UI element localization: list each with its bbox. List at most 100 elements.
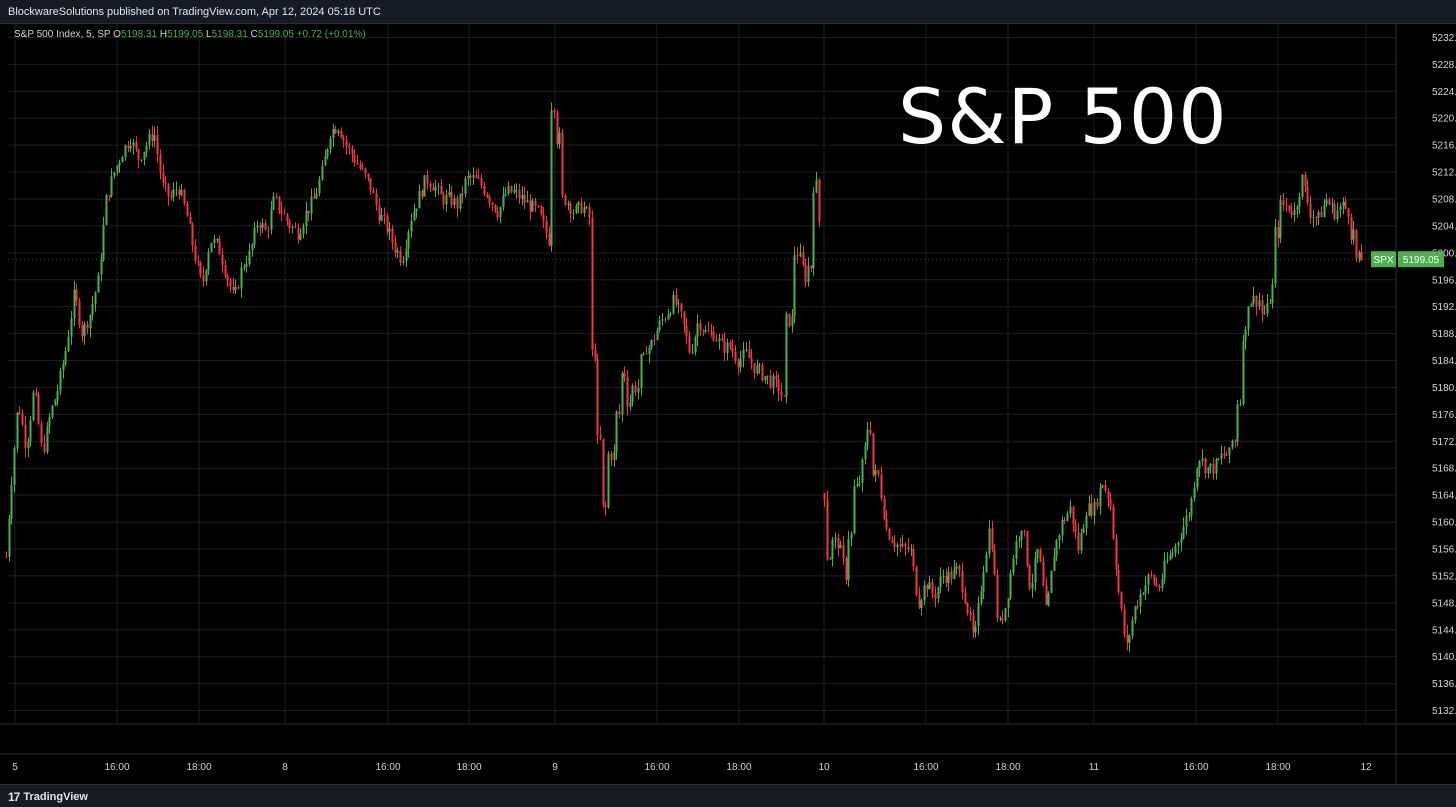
- x-tick-label: 8: [282, 762, 288, 773]
- candle-body: [310, 196, 313, 214]
- candle-body: [1236, 404, 1239, 442]
- x-tick-label: 18:00: [186, 762, 211, 773]
- candle-body: [864, 445, 867, 460]
- candle-body: [402, 261, 405, 263]
- candle-body: [1271, 283, 1274, 303]
- candle-body: [218, 239, 221, 255]
- candle-body: [253, 227, 256, 245]
- candle-body: [127, 145, 130, 149]
- candle-body: [407, 231, 410, 249]
- candle-body: [13, 448, 16, 485]
- candle-body: [869, 429, 872, 434]
- candle-body: [1215, 459, 1218, 474]
- candle-body: [396, 250, 399, 253]
- candle-body: [783, 395, 786, 397]
- x-tick-label: 16:00: [644, 762, 669, 773]
- legend-low: 5198.31: [211, 29, 248, 40]
- candle-body: [748, 349, 751, 358]
- candle-body: [48, 416, 51, 427]
- candle-body: [1080, 532, 1083, 551]
- candle-body: [1342, 201, 1345, 207]
- y-tick-label: 5232.00: [1432, 33, 1456, 44]
- candle-body: [945, 576, 948, 584]
- candle-body: [812, 192, 815, 269]
- candle-body: [129, 146, 132, 149]
- y-tick-label: 5176.00: [1432, 410, 1456, 421]
- candle-body: [197, 261, 200, 263]
- candle-body: [199, 262, 202, 275]
- candle-body: [1228, 447, 1231, 456]
- y-tick-label: 5208.00: [1432, 195, 1456, 206]
- candle-body: [1031, 582, 1034, 589]
- candle-body: [410, 220, 413, 232]
- candle-body: [1158, 586, 1161, 589]
- candle-body: [901, 544, 904, 546]
- candle-body: [683, 311, 686, 325]
- candle-body: [966, 603, 969, 614]
- y-tick-label: 5224.00: [1432, 87, 1456, 98]
- candle-body: [1018, 539, 1021, 541]
- candle-body: [288, 221, 291, 228]
- candle-body: [1304, 174, 1307, 187]
- candle-body: [332, 128, 335, 139]
- candle-body: [364, 168, 367, 174]
- chart-frame[interactable]: 5132.00 5136.00 5140.00 5144.00 5148.00 5152.…: [0, 24, 1456, 784]
- candle-body: [842, 544, 845, 559]
- candle-body: [1099, 487, 1102, 507]
- candle-body: [118, 162, 121, 166]
- y-tick-label: 5204.00: [1432, 221, 1456, 232]
- candle-body: [1263, 313, 1266, 315]
- candle-body: [189, 216, 192, 224]
- candle-body: [910, 549, 913, 551]
- candle-body: [1001, 618, 1004, 621]
- tradingview-brand: TradingView: [23, 791, 88, 803]
- candle-body: [380, 215, 383, 221]
- candle-body: [556, 112, 559, 145]
- candle-body: [270, 209, 273, 230]
- candle-body: [1355, 229, 1358, 259]
- candle-body: [100, 259, 103, 275]
- candle-body: [83, 324, 86, 336]
- candle-body: [456, 198, 459, 209]
- candle-body: [577, 201, 580, 206]
- candle-body: [618, 411, 621, 415]
- candle-body: [113, 172, 116, 177]
- candle-body: [29, 420, 32, 442]
- y-tick-label: 5136.00: [1432, 679, 1456, 690]
- candle-body: [953, 568, 956, 579]
- candle-body: [675, 294, 678, 305]
- candle-body: [423, 175, 426, 197]
- candle-body: [1036, 549, 1039, 559]
- candle-body: [483, 185, 486, 194]
- candle-body: [318, 179, 321, 194]
- candle-body: [1066, 513, 1069, 521]
- candle-body: [1047, 592, 1050, 606]
- y-tick-label: 5152.00: [1432, 571, 1456, 582]
- candle-body: [1261, 300, 1264, 314]
- legend-high: 5199.05: [167, 29, 204, 40]
- candle-body: [229, 280, 232, 287]
- x-tick-label: 10: [818, 762, 830, 773]
- candle-body: [124, 145, 127, 158]
- candle-body: [1088, 503, 1091, 516]
- footer-bar: 17 TradingView: [0, 784, 1456, 807]
- candle-body: [1007, 598, 1010, 608]
- candlestick-chart[interactable]: 5132.00 5136.00 5140.00 5144.00 5148.00 5152.…: [0, 24, 1456, 784]
- candle-body: [1296, 206, 1299, 210]
- candle-body: [1190, 498, 1193, 516]
- y-tick-label: 5220.00: [1432, 114, 1456, 125]
- candle-body: [872, 433, 875, 476]
- candle-body: [1201, 458, 1204, 462]
- candle-body: [178, 189, 181, 195]
- candle-body: [1058, 535, 1061, 541]
- candle-body: [54, 399, 57, 406]
- candle-body: [888, 528, 891, 540]
- candle-body: [494, 204, 497, 212]
- candle-body: [116, 165, 119, 173]
- tradingview-logo[interactable]: 17 TradingView: [8, 790, 88, 804]
- candle-body: [461, 193, 464, 195]
- candle-body: [159, 153, 162, 173]
- candle-body: [1274, 227, 1277, 284]
- x-tick-label: 16:00: [375, 762, 400, 773]
- candle-body: [21, 413, 24, 425]
